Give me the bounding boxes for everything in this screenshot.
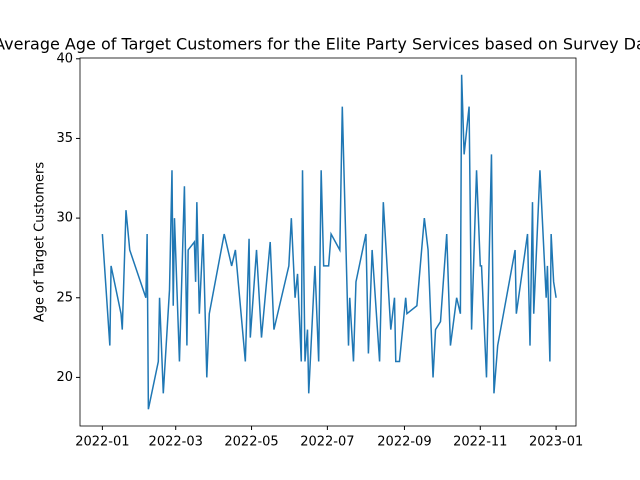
x-tick-label: 2022-01 bbox=[75, 435, 129, 450]
x-tick-label: 2022-09 bbox=[377, 435, 431, 450]
plot-frame bbox=[79, 57, 577, 427]
x-tick-label: 2022-11 bbox=[453, 435, 507, 450]
y-tick-label: 35 bbox=[56, 131, 73, 146]
y-tick-label: 40 bbox=[56, 51, 73, 66]
y-tick-label: 25 bbox=[56, 290, 73, 305]
x-tick-label: 2023-01 bbox=[529, 435, 583, 450]
chart-title: Average Age of Target Customers for the … bbox=[0, 35, 640, 54]
x-tick-label: 2022-05 bbox=[224, 435, 278, 450]
y-tick-label: 30 bbox=[56, 211, 73, 226]
x-tick-label: 2022-07 bbox=[300, 435, 354, 450]
y-tick-label: 20 bbox=[56, 370, 73, 385]
line bbox=[101, 74, 557, 410]
x-tick-label: 2022-03 bbox=[149, 435, 203, 450]
y-axis-label: Age of Target Customers bbox=[33, 162, 48, 322]
